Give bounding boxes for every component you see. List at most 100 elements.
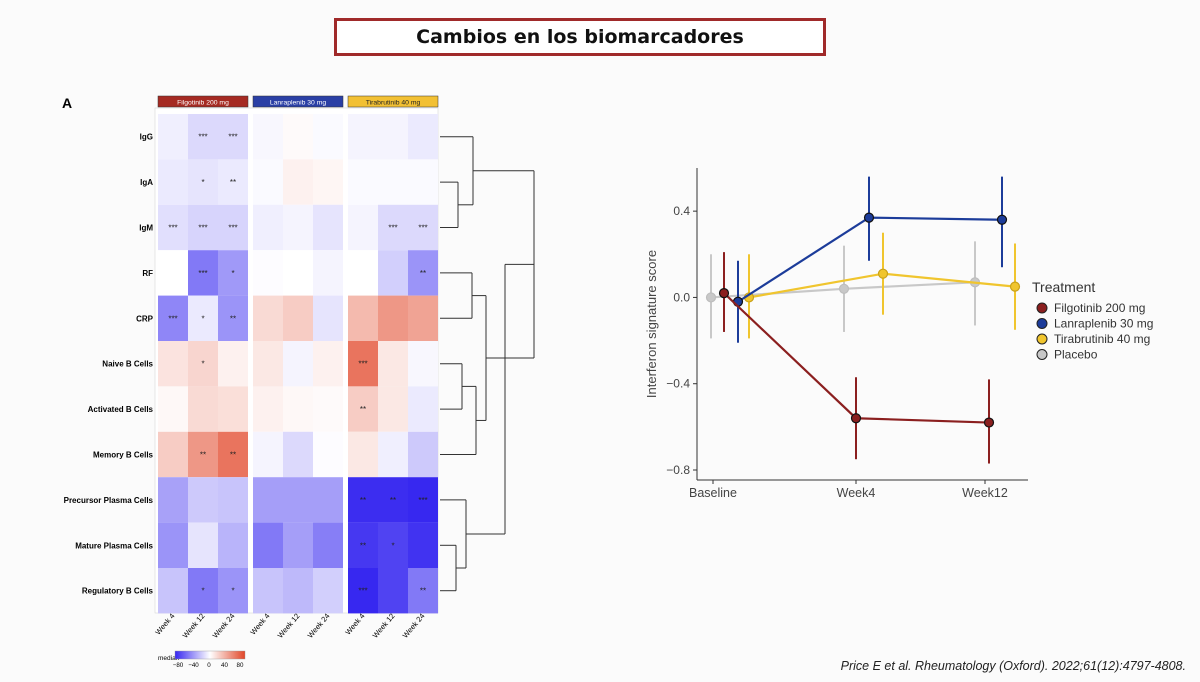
legend-title: median	[158, 655, 180, 662]
row-label: RF	[142, 269, 153, 278]
heatmap-cell	[408, 204, 438, 251]
row-dendrogram	[440, 136, 535, 592]
significance-mark: ***	[198, 269, 207, 278]
heatmap-cell	[408, 386, 438, 432]
heatmap-cell	[253, 250, 283, 296]
heatmap-cell	[218, 204, 248, 251]
heatmap-cell	[313, 568, 343, 614]
heatmap-cell	[218, 295, 248, 341]
significance-mark: **	[360, 496, 366, 505]
significance-mark: ***	[358, 360, 367, 369]
significance-mark: *	[201, 587, 204, 596]
heatmap-cell	[158, 114, 188, 160]
series-placebo	[705, 241, 981, 339]
heatmap-cell	[283, 295, 313, 341]
column-label: Week 24	[306, 612, 332, 640]
citation: Price E et al. Rheumatology (Oxford). 20…	[840, 659, 1186, 673]
heatmap-cell	[348, 114, 378, 160]
heatmap-cell	[218, 114, 248, 160]
legend-marker	[1036, 302, 1048, 314]
heatmap-cell	[253, 568, 283, 614]
heatmap-cell	[348, 159, 378, 205]
data-point	[996, 214, 1008, 225]
heatmap-cell	[253, 295, 283, 341]
slide-title: Cambios en los biomarcadores	[416, 26, 744, 48]
heatmap-cell	[283, 159, 313, 205]
heatmap-cell	[188, 431, 218, 478]
legend-tick: −80	[173, 662, 184, 669]
group-header-label: Tirabrutinib 40 mg	[366, 100, 421, 107]
significance-mark: **	[200, 451, 206, 460]
heatmap-cell	[158, 477, 188, 523]
heatmap-cell	[158, 568, 188, 614]
group-header-label: Filgotinib 200 mg	[177, 100, 229, 107]
significance-mark: **	[230, 451, 236, 460]
heatmap-cell	[158, 522, 188, 568]
series-lanraplenib-30-mg	[732, 176, 1008, 343]
heatmap-panel: A Filgotinib 200 mg Lanraplenib 30 mg Tira…	[62, 95, 439, 669]
interferon-line-chart: 0.4 0.0 −0.4 −0.8 Baseline Week4 Week12 Interfe…	[644, 168, 1153, 500]
row-label: Regulatory B Cells	[82, 587, 154, 596]
row-label: Activated B Cells	[88, 405, 154, 414]
heatmap-cell	[253, 341, 283, 387]
heatmap-cell	[313, 341, 343, 387]
significance-mark: ***	[228, 224, 237, 233]
heatmap-cell	[283, 477, 313, 523]
x-tick-label: Week12	[962, 486, 1008, 500]
row-label: CRP	[136, 314, 154, 323]
heatmap-cell	[253, 431, 283, 478]
significance-mark: ***	[168, 224, 177, 233]
row-label: Mature Plasma Cells	[75, 541, 153, 550]
heatmap-cell	[378, 568, 408, 614]
column-label: Week 4	[248, 612, 271, 637]
significance-mark: **	[230, 314, 236, 323]
heatmap-cell	[408, 114, 438, 160]
significance-mark: *	[231, 269, 234, 278]
heatmap-cell	[218, 159, 248, 205]
significance-mark: **	[360, 541, 366, 550]
heatmap-cell	[348, 204, 378, 251]
heatmap-cell	[188, 522, 218, 568]
significance-mark: **	[420, 587, 426, 596]
series-filgotinib-200-mg	[718, 252, 995, 464]
legend-label: Placebo	[1054, 348, 1098, 362]
slide-title-box: Cambios en los biomarcadores	[334, 18, 826, 56]
heatmap-cell	[158, 159, 188, 205]
heatmap-cell	[408, 568, 438, 614]
heatmap-cell	[378, 522, 408, 568]
significance-mark: *	[201, 178, 204, 187]
heatmap-cell	[348, 431, 378, 478]
y-tick-label: −0.8	[666, 463, 690, 477]
heatmap-cell	[158, 204, 188, 251]
heatmap-cell	[253, 114, 283, 160]
heatmap-cell	[378, 159, 408, 205]
legend-marker	[1036, 349, 1048, 360]
heatmap-cell	[378, 477, 408, 523]
significance-mark: ***	[198, 133, 207, 142]
significance-mark: ***	[228, 133, 237, 142]
heatmap-cell	[313, 159, 343, 205]
heatmap-cell	[188, 204, 218, 251]
heatmap-cell	[188, 250, 218, 296]
heatmap-cell	[408, 159, 438, 205]
heatmap-cell	[408, 431, 438, 478]
heatmap-cell	[408, 522, 438, 568]
legend-label: Tirabrutinib 40 mg	[1054, 332, 1150, 346]
heatmap-cell	[158, 295, 188, 341]
legend-tick: −40	[188, 662, 199, 669]
heatmap-cell	[283, 431, 313, 478]
heatmap-cell	[313, 114, 343, 160]
significance-mark: ***	[168, 314, 177, 323]
heatmap-cell	[348, 341, 378, 387]
heatmap-cell	[253, 159, 283, 205]
significance-mark: *	[391, 541, 394, 550]
heatmap-cell	[218, 568, 248, 614]
data-point	[877, 268, 889, 279]
significance-mark: *	[201, 314, 204, 323]
heatmap-cell	[348, 568, 378, 614]
heatmap-cell	[313, 477, 343, 523]
significance-mark: ***	[388, 224, 397, 233]
group-header-0	[157, 95, 249, 108]
legend-marker	[1036, 318, 1048, 329]
heatmap-cell	[188, 159, 218, 205]
